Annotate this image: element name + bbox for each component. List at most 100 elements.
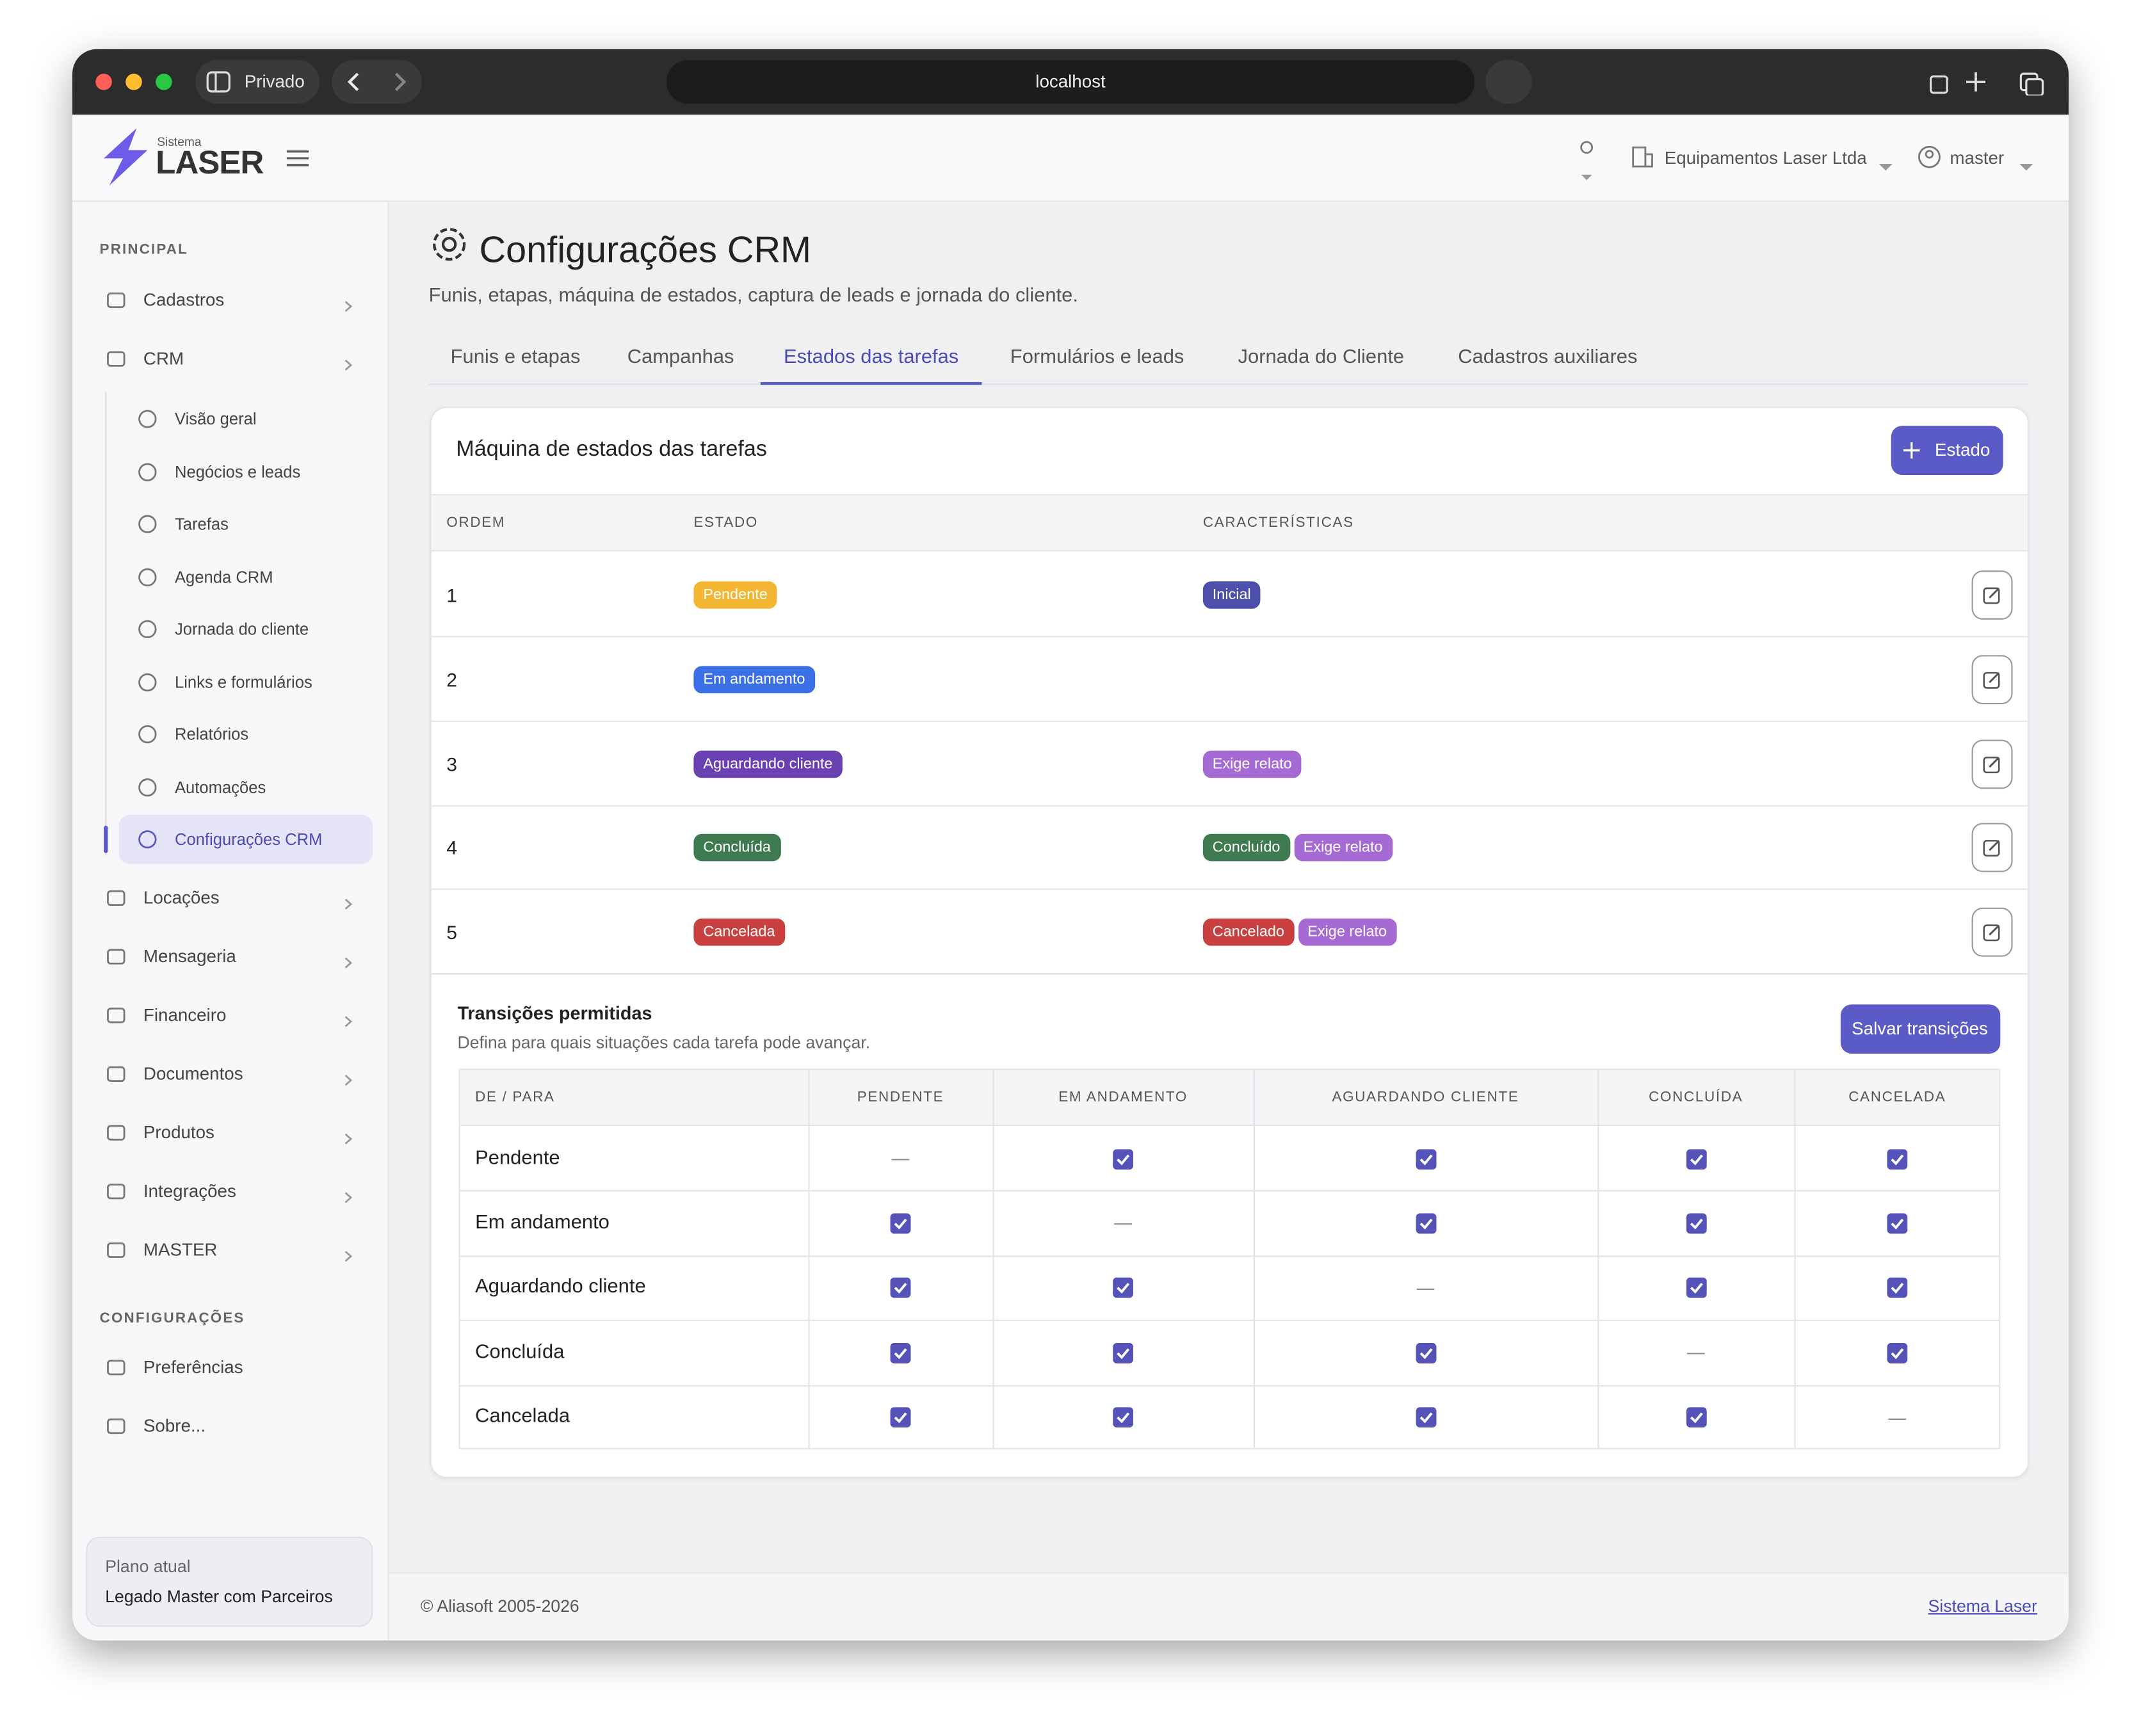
nav-subitem[interactable]: Links e formulários bbox=[174, 672, 312, 691]
nav-subitem[interactable]: Negócios e leads bbox=[174, 462, 301, 481]
nav-item[interactable]: Financeiro bbox=[143, 1004, 227, 1025]
nav-icon-svg bbox=[138, 620, 157, 639]
logo: LASER bbox=[156, 145, 264, 182]
checkbox[interactable] bbox=[1415, 1342, 1436, 1363]
nav-icon-svg bbox=[107, 1008, 125, 1024]
chevron-svg bbox=[344, 1192, 353, 1203]
checkbox[interactable] bbox=[1113, 1342, 1134, 1363]
tab[interactable]: Estados das tarefas bbox=[783, 346, 959, 368]
no-transition: — bbox=[891, 1148, 910, 1169]
nav-icon-svg bbox=[138, 567, 157, 586]
checkbox[interactable] bbox=[1887, 1342, 1908, 1363]
nav-item[interactable]: Mensageria bbox=[143, 945, 236, 967]
tab[interactable]: Formulários e leads bbox=[1010, 346, 1184, 368]
checkbox[interactable] bbox=[890, 1278, 911, 1299]
checkbox[interactable] bbox=[1415, 1213, 1436, 1234]
tab[interactable]: Funis e etapas bbox=[450, 346, 581, 368]
edit-icon bbox=[1983, 670, 2002, 689]
chevron-svg bbox=[344, 301, 353, 312]
checkbox[interactable] bbox=[890, 1407, 911, 1428]
nav-subitem[interactable]: Tarefas bbox=[174, 514, 229, 534]
nav-icon bbox=[105, 946, 127, 968]
user-menu[interactable]: master bbox=[1950, 147, 2005, 168]
nav-item[interactable]: Produtos bbox=[143, 1121, 214, 1143]
nav-icon-svg bbox=[138, 515, 157, 533]
nav-item[interactable]: Cadastros bbox=[143, 289, 225, 310]
checkbox[interactable] bbox=[1113, 1148, 1134, 1169]
checkbox[interactable] bbox=[1113, 1278, 1134, 1299]
checkbox-svg bbox=[890, 1278, 911, 1299]
page-subtitle: Funis, etapas, máquina de estados, captu… bbox=[428, 284, 1078, 307]
column-border bbox=[1253, 1070, 1255, 1449]
tag-badge: Exige relato bbox=[1202, 750, 1302, 778]
caret bbox=[2019, 154, 2033, 171]
nav-icon bbox=[105, 1415, 127, 1437]
sidebar-icon bbox=[206, 71, 230, 93]
nav-subitem[interactable]: Relatórios bbox=[174, 725, 249, 744]
nav-subitem[interactable]: Automações bbox=[174, 777, 266, 797]
section-title: CONFIGURAÇÕES bbox=[99, 1309, 245, 1326]
checkbox-svg bbox=[1685, 1213, 1706, 1234]
nav-item[interactable]: Preferências bbox=[143, 1356, 243, 1378]
column-header: ESTADO bbox=[693, 513, 759, 531]
tab[interactable]: Cadastros auxiliares bbox=[1458, 346, 1638, 368]
row-label: Concluída bbox=[475, 1341, 565, 1363]
chevron-svg bbox=[344, 1016, 353, 1027]
row-border bbox=[431, 888, 2028, 890]
nav-item[interactable]: CRM bbox=[143, 348, 184, 369]
nav-subitem[interactable]: Visão geral bbox=[174, 409, 257, 429]
checkbox[interactable] bbox=[1685, 1407, 1706, 1428]
nav-icon bbox=[136, 776, 158, 798]
checkbox[interactable] bbox=[1685, 1148, 1706, 1169]
checkbox[interactable] bbox=[1887, 1213, 1908, 1234]
checkbox[interactable] bbox=[1415, 1148, 1436, 1169]
tag-badge: Exige relato bbox=[1293, 834, 1393, 862]
nav-icon-svg bbox=[138, 462, 157, 481]
column-header: CANCELADA bbox=[1848, 1088, 1946, 1105]
nav-item[interactable]: MASTER bbox=[143, 1239, 218, 1260]
save-button[interactable] bbox=[1840, 1004, 2001, 1054]
nav-icon bbox=[136, 618, 158, 640]
edit-icon-svg bbox=[1983, 587, 2000, 604]
tag-badge: Exige relato bbox=[1298, 918, 1397, 946]
column-header: ORDEM bbox=[446, 513, 506, 531]
nav-pill[interactable] bbox=[332, 60, 422, 104]
column-header: CONCLUÍDA bbox=[1649, 1088, 1743, 1105]
company-select[interactable]: Equipamentos Laser Ltda bbox=[1664, 147, 1867, 168]
edit-button[interactable] bbox=[1971, 739, 2013, 789]
tab[interactable]: Jornada do Cliente bbox=[1238, 346, 1405, 368]
checkbox[interactable] bbox=[1887, 1278, 1908, 1299]
footer-link[interactable]: Sistema Laser bbox=[1928, 1596, 2037, 1616]
chevron-svg bbox=[344, 899, 353, 910]
nav-item[interactable]: Integrações bbox=[143, 1180, 236, 1202]
checkbox[interactable] bbox=[890, 1213, 911, 1234]
nav-subitem[interactable]: Jornada do cliente bbox=[174, 619, 309, 639]
checkbox[interactable] bbox=[890, 1342, 911, 1363]
plan-name: Legado Master com Parceiros bbox=[105, 1586, 333, 1606]
company-icon-svg bbox=[1632, 146, 1653, 168]
order: 2 bbox=[446, 668, 458, 691]
checkbox[interactable] bbox=[1113, 1407, 1134, 1428]
checkbox[interactable] bbox=[1685, 1278, 1706, 1299]
nav-subitem[interactable]: Agenda CRM bbox=[174, 567, 273, 586]
checkbox[interactable] bbox=[1685, 1213, 1706, 1234]
edit-button[interactable] bbox=[1971, 654, 2013, 704]
state-badge: Aguardando cliente bbox=[693, 750, 843, 778]
url-bar bbox=[666, 60, 1475, 104]
chevron bbox=[344, 295, 353, 312]
nav-subitem[interactable]: Configurações CRM bbox=[174, 830, 323, 849]
plan-label: Plano atual bbox=[105, 1556, 191, 1576]
checkbox[interactable] bbox=[1887, 1148, 1908, 1169]
column-header: AGUARDANDO CLIENTE bbox=[1332, 1088, 1519, 1105]
checkbox[interactable] bbox=[1415, 1407, 1436, 1428]
edit-icon bbox=[1983, 922, 2002, 942]
tab[interactable]: Campanhas bbox=[627, 346, 734, 368]
checkbox-svg bbox=[1113, 1407, 1134, 1428]
nav-icon bbox=[136, 408, 158, 430]
section-title: PRINCIPAL bbox=[99, 241, 188, 257]
nav-item[interactable]: Documentos bbox=[143, 1063, 243, 1084]
nav-item[interactable]: Locações bbox=[143, 887, 220, 908]
nav-icon-svg bbox=[138, 410, 157, 428]
nav-item[interactable]: Sobre... bbox=[143, 1415, 206, 1436]
